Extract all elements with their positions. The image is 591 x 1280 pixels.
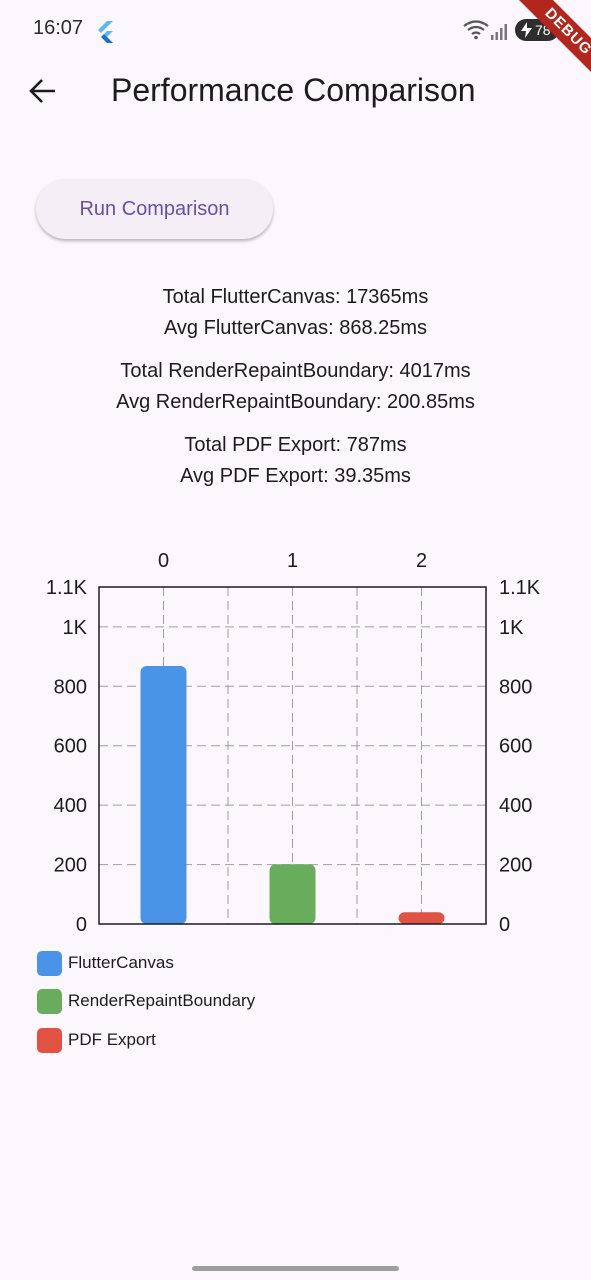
stat-avg-pdf-export: Avg PDF Export: 39.35ms bbox=[180, 465, 411, 487]
y-tick-label-right: 800 bbox=[499, 676, 532, 698]
home-indicator[interactable] bbox=[192, 1266, 399, 1271]
y-tick-label-left: 1.1K bbox=[46, 577, 88, 599]
y-tick-label-left: 600 bbox=[54, 736, 87, 758]
y-tick-label-left: 1K bbox=[63, 617, 88, 639]
debug-banner: DEBUG bbox=[506, 0, 591, 94]
flutter-icon bbox=[96, 21, 114, 48]
x-tick-label: 0 bbox=[158, 550, 169, 572]
legend-label: RenderRepaintBoundary bbox=[68, 991, 256, 1010]
signal-icon bbox=[490, 22, 508, 45]
y-tick-label-left: 200 bbox=[54, 855, 87, 877]
chart-bars bbox=[140, 665, 445, 924]
bar-2[interactable] bbox=[398, 912, 445, 924]
bar-chart: 0 0 200 200 400 400 600 600 800 800 1K 1K 1.1K 1.1K 0 1… bbox=[46, 550, 541, 936]
stat-total-pdf-export: Total PDF Export: 787ms bbox=[184, 434, 407, 456]
legend-swatch bbox=[37, 1028, 62, 1053]
x-tick-label: 2 bbox=[416, 550, 427, 572]
bar-0[interactable] bbox=[140, 665, 187, 924]
stat-avg-flutter-canvas: Avg FlutterCanvas: 868.25ms bbox=[163, 317, 428, 339]
y-tick-label-right: 1K bbox=[499, 617, 524, 639]
stat-avg-render-repaint-boundary: Avg RenderRepaintBoundary: 200.85ms bbox=[116, 391, 475, 413]
bar-1[interactable] bbox=[269, 864, 316, 924]
y-tick-label-right: 600 bbox=[499, 736, 532, 758]
chart-border bbox=[98, 586, 487, 925]
legend-label: PDF Export bbox=[68, 1030, 156, 1049]
chart-ticks: 0 0 200 200 400 400 600 600 800 800 1K 1K 1.1K 1.1K 0 1… bbox=[46, 550, 541, 936]
legend-swatch bbox=[37, 951, 62, 976]
status-time: 16:07 bbox=[33, 17, 84, 39]
back-button[interactable] bbox=[22, 70, 64, 112]
arrow-left-icon bbox=[29, 79, 55, 103]
y-tick-label-left: 0 bbox=[76, 914, 87, 936]
page-title: Performance Comparison bbox=[111, 72, 476, 108]
run-comparison-button[interactable]: Run Comparison bbox=[36, 179, 273, 239]
stat-total-render-repaint-boundary: Total RenderRepaintBoundary: 4017ms bbox=[120, 360, 471, 382]
legend-label: FlutterCanvas bbox=[68, 953, 174, 972]
stat-total-flutter-canvas: Total FlutterCanvas: 17365ms bbox=[162, 286, 429, 308]
x-tick-label: 1 bbox=[287, 550, 298, 572]
y-tick-label-right: 200 bbox=[499, 855, 532, 877]
y-tick-label-left: 800 bbox=[54, 676, 87, 698]
y-tick-label-right: 0 bbox=[499, 914, 510, 936]
wifi-icon bbox=[463, 20, 489, 45]
y-tick-label-right: 1.1K bbox=[499, 577, 541, 599]
y-tick-label-left: 400 bbox=[54, 795, 87, 817]
battery-icon bbox=[521, 22, 532, 44]
y-tick-label-right: 400 bbox=[499, 795, 532, 817]
legend-swatch bbox=[37, 989, 62, 1014]
